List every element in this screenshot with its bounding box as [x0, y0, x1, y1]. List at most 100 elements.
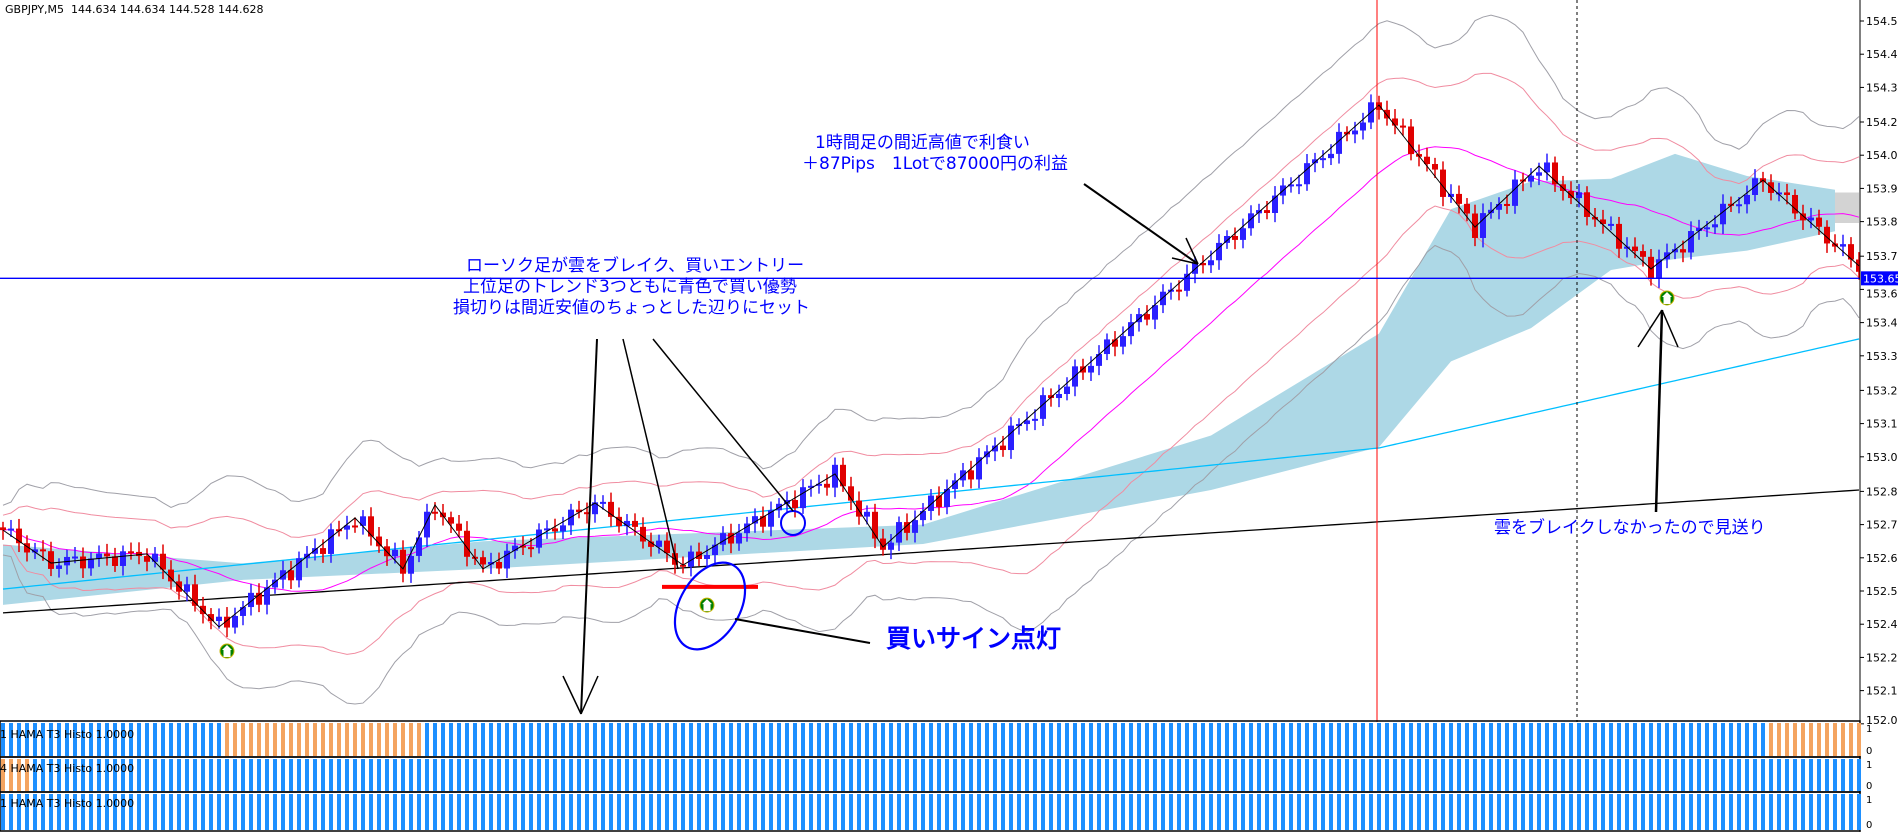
candle-body — [288, 570, 294, 581]
histogram-bar — [505, 723, 509, 756]
histogram-bar — [537, 794, 541, 830]
histogram-bar — [265, 723, 269, 756]
histogram-bar — [33, 794, 37, 830]
candle-body — [1424, 156, 1430, 165]
candle-body — [872, 511, 878, 539]
histogram-bar — [713, 759, 717, 791]
candle-body — [464, 530, 470, 557]
candle-body — [1056, 393, 1062, 399]
histogram-bar — [1449, 794, 1453, 830]
histogram-bar — [289, 759, 293, 791]
histogram-bar — [553, 723, 557, 756]
histogram-bar — [217, 723, 221, 756]
candle-body — [1776, 192, 1782, 195]
candle-body — [1112, 339, 1118, 347]
candle-body — [1840, 244, 1846, 247]
candle-body — [1744, 194, 1750, 205]
candle-body — [1288, 184, 1294, 187]
histogram-bar — [1321, 794, 1325, 830]
histogram-bar — [57, 759, 61, 791]
histogram-bar — [865, 794, 869, 830]
histogram-bar — [145, 759, 149, 791]
histogram-bar — [417, 794, 421, 830]
histogram-bar — [1161, 794, 1165, 830]
candle-body — [1160, 291, 1166, 306]
histogram-bar — [489, 794, 493, 830]
candle-body — [880, 538, 886, 550]
candle-body — [1088, 365, 1094, 373]
histogram-bar — [1033, 759, 1037, 791]
candle-body — [752, 516, 758, 524]
histogram-bar — [873, 794, 877, 830]
histogram-bar — [1241, 759, 1245, 791]
histogram-bar — [1113, 794, 1117, 830]
histogram-bar — [881, 794, 885, 830]
histogram-bar — [1065, 723, 1069, 756]
histogram-bar — [1417, 759, 1421, 791]
histogram-bar — [265, 794, 269, 830]
histogram-bar — [1753, 794, 1757, 830]
histogram-bar — [305, 759, 309, 791]
histogram-bar — [1169, 759, 1173, 791]
histogram-bar — [873, 723, 877, 756]
histogram-bar — [1729, 723, 1733, 756]
y-tick-label: 153.730 — [1866, 250, 1898, 263]
candle-body — [576, 509, 582, 513]
histogram-bar — [1833, 723, 1837, 756]
histogram-bar — [1113, 759, 1117, 791]
histogram-bar — [441, 759, 445, 791]
takeprofit-line-1: 1時間足の間近高値で利食い — [815, 133, 1030, 153]
histogram-bar — [721, 723, 725, 756]
candle-body — [160, 553, 166, 570]
histogram-bar — [281, 723, 285, 756]
histogram-bar — [1625, 723, 1629, 756]
histogram-bar — [473, 723, 477, 756]
histogram-bar — [1377, 723, 1381, 756]
candle-body — [848, 486, 854, 501]
histogram-bar — [73, 759, 77, 791]
histogram-bar — [1753, 723, 1757, 756]
histogram-bar — [1385, 723, 1389, 756]
histogram-bar — [1649, 794, 1653, 830]
candle-body — [1272, 195, 1278, 213]
arrowhead — [1171, 257, 1199, 265]
histogram-bar — [753, 794, 757, 830]
histogram-bar — [601, 723, 605, 756]
histogram-bar — [321, 723, 325, 756]
candle-body — [992, 445, 998, 452]
candle-body — [448, 517, 454, 524]
histogram-bar — [641, 723, 645, 756]
histogram-bar — [225, 794, 229, 830]
histogram-bar — [1449, 723, 1453, 756]
arrowhead — [1637, 309, 1663, 348]
histogram-bar — [1841, 759, 1845, 791]
histogram-bar — [1217, 759, 1221, 791]
histogram-bar — [1201, 723, 1205, 756]
histogram-bar — [1769, 723, 1773, 756]
histogram-bar — [1265, 759, 1269, 791]
histogram-bar — [1153, 759, 1157, 791]
histogram-bar — [361, 723, 365, 756]
histogram-bar — [1633, 794, 1637, 830]
histogram-bar — [233, 723, 237, 756]
histogram-bar — [449, 759, 453, 791]
histogram-bar — [657, 723, 661, 756]
candle-body — [240, 607, 246, 616]
candle-body — [432, 511, 438, 514]
histogram-bar — [1401, 794, 1405, 830]
histogram-bar — [1609, 794, 1613, 830]
histogram-bar — [593, 723, 597, 756]
candle-body — [168, 569, 174, 582]
histogram-bar — [673, 723, 677, 756]
histogram-bar — [785, 759, 789, 791]
histogram-bar — [633, 759, 637, 791]
histogram-bar — [1353, 794, 1357, 830]
histogram-bar — [665, 794, 669, 830]
histogram-bar — [1513, 759, 1517, 791]
histogram-bar — [1281, 759, 1285, 791]
histogram-bar — [25, 794, 29, 830]
histogram-bar — [385, 759, 389, 791]
histogram-bar — [1705, 759, 1709, 791]
histogram-bar — [1369, 759, 1373, 791]
